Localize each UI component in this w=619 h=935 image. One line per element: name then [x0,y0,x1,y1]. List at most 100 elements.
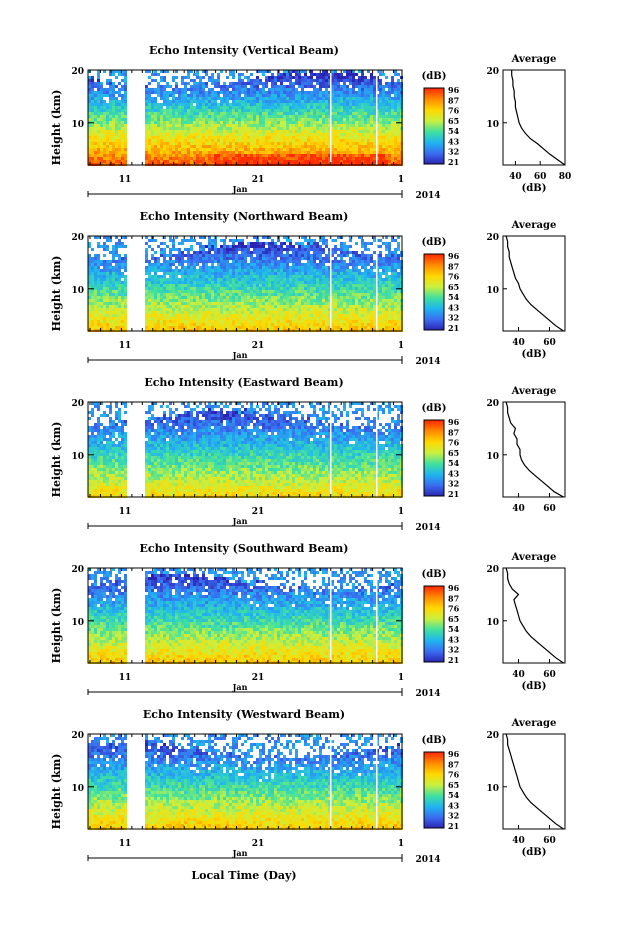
heatmap-cell [148,118,151,121]
heatmap-cell [253,296,256,299]
heatmap-cell [343,160,346,163]
heatmap-cell [385,139,388,142]
heatmap-cell [229,154,232,157]
heatmap-cell [97,317,100,320]
heatmap-cell [295,248,298,251]
heatmap-cell [370,151,373,154]
heatmap-cell [307,109,310,112]
heatmap-cell [280,320,283,323]
heatmap-cell [205,148,208,151]
heatmap-cell [358,157,361,160]
heatmap-cell [205,118,208,121]
heatmap-cell [265,314,268,317]
heatmap-cell [178,311,181,314]
heatmap-cell [298,317,301,320]
x-tick-label: 11 [119,175,132,185]
heatmap-cell [256,136,259,139]
heatmap-cell [292,317,295,320]
heatmap-cell [214,314,217,317]
heatmap-cell [169,323,172,326]
heatmap-cell [160,112,163,115]
heatmap-cell [106,118,109,121]
heatmap-cell [349,154,352,157]
heatmap-cell [148,266,151,269]
heatmap-cell [106,284,109,287]
heatmap-cell [178,124,181,127]
heatmap-cell [235,269,238,272]
heatmap-cell [115,263,118,266]
heatmap-cell [91,269,94,272]
heatmap-cell [172,79,175,82]
heatmap-cell [361,151,364,154]
heatmap-cell [103,248,106,251]
heatmap-cell [391,115,394,118]
heatmap-cell [103,323,106,326]
heatmap-cell [367,79,370,82]
heatmap-cell [196,127,199,130]
heatmap-cell [187,323,190,326]
heatmap-cell [181,88,184,91]
heatmap-cell [268,263,271,266]
heatmap-cell [232,311,235,314]
heatmap-cell [253,154,256,157]
heatmap-cell [388,148,391,151]
heatmap-cell [151,239,154,242]
heatmap-cell [220,269,223,272]
heatmap-cell [160,293,163,296]
heatmap-cell [115,302,118,305]
heatmap-cell [364,100,367,103]
heatmap-cell [247,91,250,94]
heatmap-cell [229,299,232,302]
heatmap-cell [334,133,337,136]
heatmap-cell [226,91,229,94]
heatmap-cell [277,85,280,88]
heatmap-cell [94,326,97,329]
heatmap-cell [295,109,298,112]
heatmap-cell [280,73,283,76]
heatmap-cell [226,269,229,272]
heatmap-cell [106,323,109,326]
heatmap-cell [235,260,238,263]
heatmap-cell [121,112,124,115]
heatmap-cell [340,94,343,97]
heatmap-cell [247,275,250,278]
heatmap-cell [259,97,262,100]
heatmap-cell [295,299,298,302]
heatmap-cell [208,314,211,317]
heatmap-cell [196,121,199,124]
heatmap-cell [337,76,340,79]
heatmap-cell [253,103,256,106]
heatmap-cell [334,148,337,151]
heatmap-cell [205,139,208,142]
heatmap-cell [232,112,235,115]
heatmap-cell [148,278,151,281]
heatmap-cell [361,115,364,118]
heatmap-cell [223,142,226,145]
heatmap-cell [346,73,349,76]
heatmap-cell [262,257,265,260]
heatmap-cell [226,151,229,154]
heatmap-cell [181,79,184,82]
heatmap-cell [154,317,157,320]
heatmap-cell [112,73,115,76]
heatmap-cell [190,121,193,124]
heatmap-cell [289,157,292,160]
heatmap-cell [91,263,94,266]
heatmap-cell [298,151,301,154]
heatmap-cell [103,254,106,257]
heatmap-cell [301,76,304,79]
heatmap-cell [178,94,181,97]
heatmap-cell [157,266,160,269]
heatmap-cell [241,263,244,266]
heatmap-cell [100,151,103,154]
heatmap-cell [244,251,247,254]
heatmap-cell [262,278,265,281]
heatmap-cell [259,284,262,287]
heatmap-cell [256,293,259,296]
heatmap-cell [121,275,124,278]
heatmap-cell [163,254,166,257]
heatmap-cell [112,257,115,260]
heatmap-cell [319,100,322,103]
heatmap-cell [112,115,115,118]
heatmap-cell [226,154,229,157]
